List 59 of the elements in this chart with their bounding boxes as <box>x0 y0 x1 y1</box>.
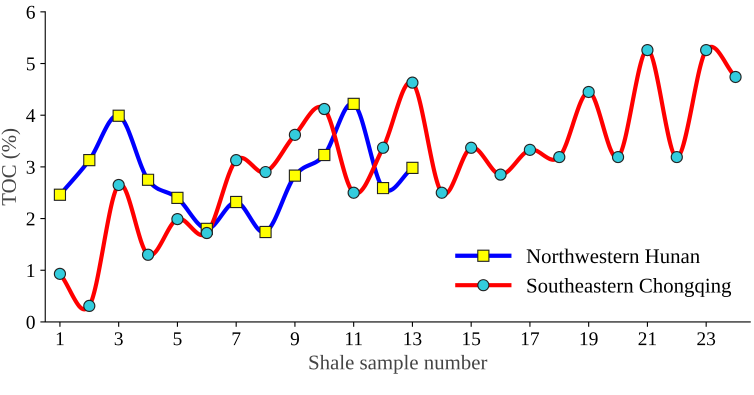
point <box>348 186 360 199</box>
x-tick-label: 23 <box>697 332 716 346</box>
point <box>494 168 507 181</box>
x-tick-label: 5 <box>174 332 182 346</box>
point <box>83 154 96 166</box>
point <box>200 226 213 240</box>
legend-label: Northwestern Hunan <box>526 248 700 264</box>
y-tick-label: 6 <box>26 6 35 19</box>
legend-label: Southeastern Chongqing <box>527 278 732 297</box>
y-tick-label: 1 <box>28 264 34 277</box>
point <box>729 70 742 84</box>
point <box>259 226 272 238</box>
point <box>670 150 683 164</box>
x-tick-label: 19 <box>580 332 598 346</box>
point <box>641 44 654 56</box>
point <box>54 268 66 280</box>
x-tick-label: 1 <box>56 332 64 346</box>
point <box>259 166 272 178</box>
point <box>465 142 478 154</box>
y-tick-label: 2 <box>26 212 34 226</box>
point <box>318 102 330 116</box>
point <box>582 86 595 98</box>
point <box>112 110 125 122</box>
point <box>376 182 390 194</box>
point <box>524 144 536 156</box>
point <box>112 178 125 192</box>
y-tick-label: 3 <box>26 160 35 174</box>
y-tick-label: 4 <box>26 109 36 122</box>
point <box>436 186 448 199</box>
point <box>171 212 184 226</box>
point <box>318 148 330 162</box>
y-tick-label: 0 <box>26 316 35 329</box>
x-tick-label: 7 <box>232 332 240 346</box>
point <box>406 162 419 174</box>
point <box>376 142 390 154</box>
point <box>288 128 302 141</box>
point <box>230 196 242 208</box>
x-tick-label: 11 <box>346 332 362 346</box>
point <box>612 150 624 164</box>
point <box>142 174 154 186</box>
x-tick-label: 21 <box>638 332 656 346</box>
x-tick-label: 9 <box>290 332 299 346</box>
y-tick-label: 5 <box>26 58 35 70</box>
x-axis-title: Shale sample number <box>309 354 488 374</box>
point <box>54 188 66 201</box>
point <box>406 76 419 89</box>
x-tick-label: 15 <box>463 332 480 346</box>
point <box>348 98 360 110</box>
point <box>83 300 96 312</box>
point <box>171 192 184 204</box>
point <box>288 170 302 182</box>
x-tick-label: 13 <box>404 332 422 346</box>
point <box>142 248 154 261</box>
point <box>700 44 712 56</box>
x-tick-label: 17 <box>522 332 540 346</box>
point <box>230 154 242 166</box>
x-tick-label: 3 <box>114 332 123 346</box>
point <box>553 150 566 164</box>
y-axis-title: TOC (%) <box>1 128 20 206</box>
